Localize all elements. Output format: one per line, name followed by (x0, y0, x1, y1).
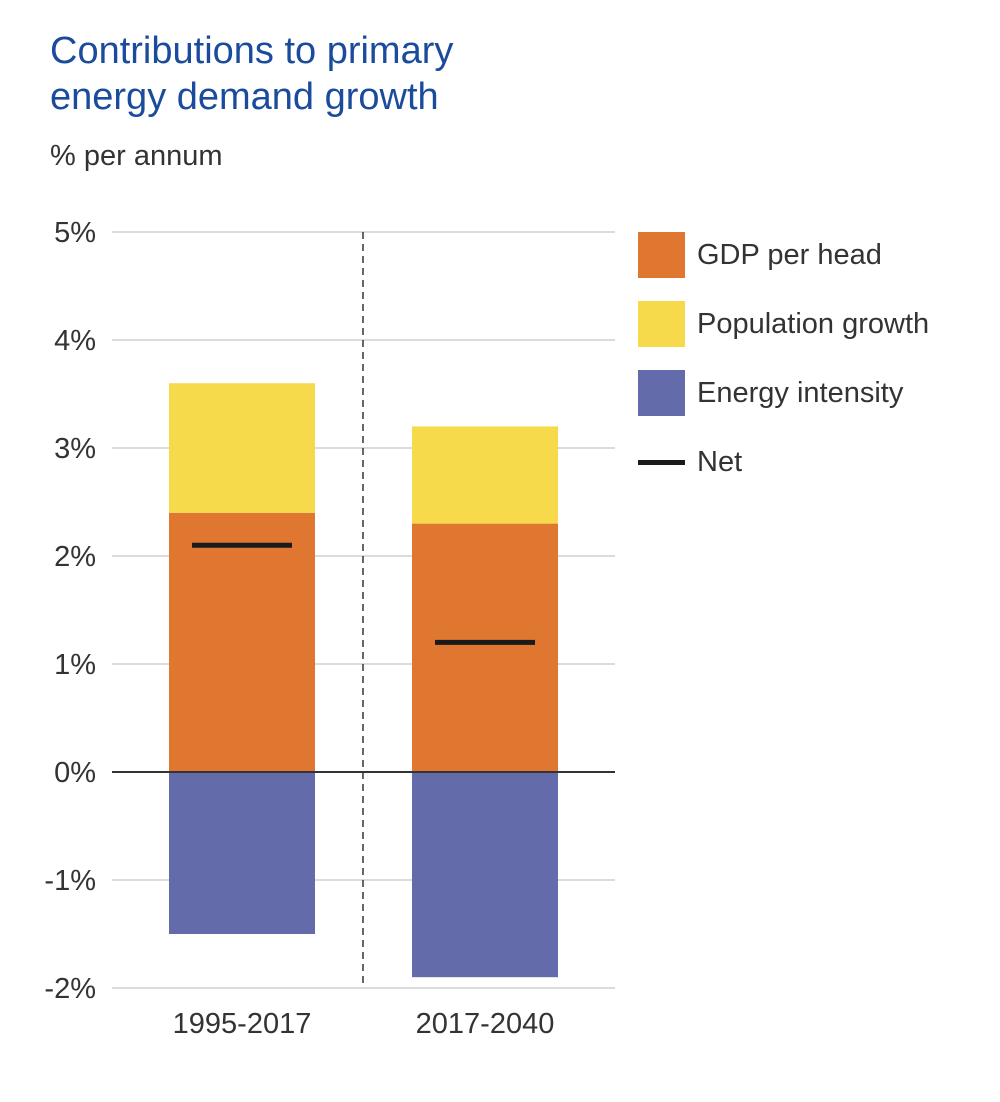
x-tick-label: 1995-2017 (173, 1008, 312, 1040)
legend-swatch-net (638, 459, 685, 465)
bar-population-growth-2017-2040 (412, 426, 558, 524)
legend-swatch-energy-intensity (638, 370, 685, 416)
x-tick-label: 2017-2040 (416, 1008, 555, 1040)
y-tick-label: 0% (54, 757, 96, 789)
bar-energy-intensity-1995-2017 (169, 772, 315, 934)
y-tick-label: 5% (54, 217, 96, 249)
chart-title-line-2: energy demand growth (50, 76, 439, 118)
bar-energy-intensity-2017-2040 (412, 772, 558, 978)
legend-label-population-growth: Population growth (697, 307, 930, 340)
legend-label-net: Net (697, 445, 743, 478)
bar-gdp-per-head-2017-2040 (412, 523, 558, 772)
legend-swatch-gdp-per-head (638, 232, 685, 278)
y-tick-label: 3% (54, 433, 96, 465)
legend: GDP per head Population growth Energy in… (638, 232, 978, 508)
y-tick-label: 4% (54, 325, 96, 357)
y-tick-label: 2% (54, 541, 96, 573)
legend-label-gdp-per-head: GDP per head (697, 238, 882, 271)
legend-item-gdp-per-head: GDP per head (638, 232, 978, 278)
legend-item-net: Net (638, 439, 978, 485)
y-tick-label: -2% (44, 973, 96, 1005)
legend-item-population-growth: Population growth (638, 301, 978, 347)
legend-item-energy-intensity: Energy intensity (638, 370, 978, 416)
chart-subtitle: % per annum (50, 140, 223, 172)
legend-swatch-population-growth (638, 301, 685, 347)
bar-population-growth-1995-2017 (169, 383, 315, 513)
y-tick-label: 1% (54, 649, 96, 681)
chart-title: Contributions to primary energy demand g… (50, 28, 650, 120)
y-tick-label: -1% (44, 865, 96, 897)
bar-gdp-per-head-1995-2017 (169, 512, 315, 772)
legend-label-energy-intensity: Energy intensity (697, 376, 904, 409)
chart-title-line-1: Contributions to primary (50, 30, 454, 72)
